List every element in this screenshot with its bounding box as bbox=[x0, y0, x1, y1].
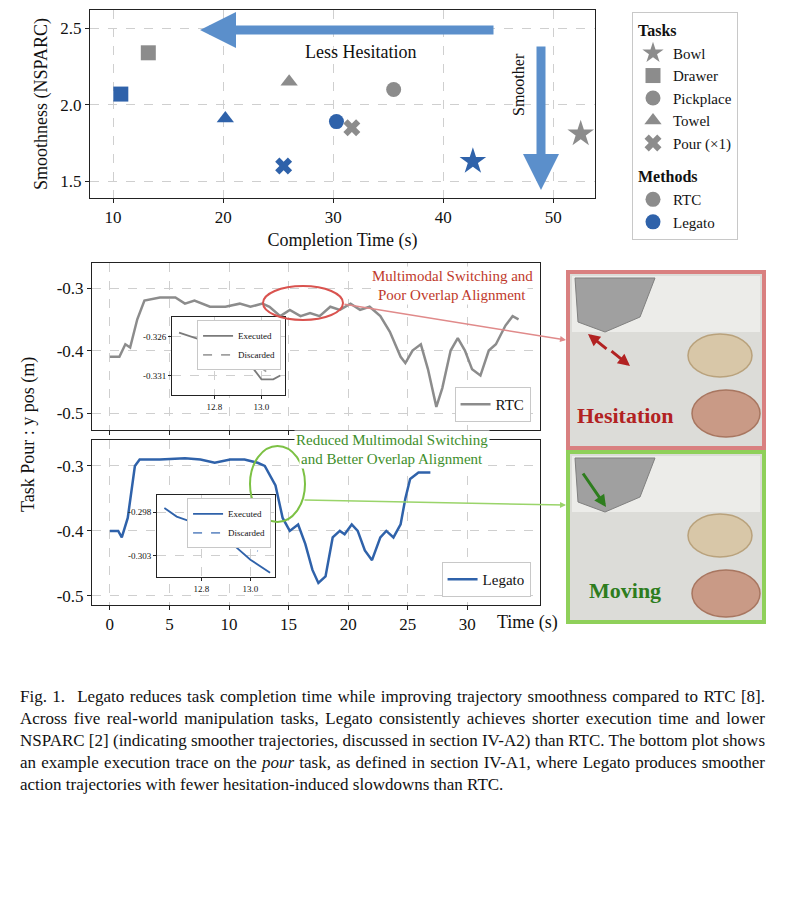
svg-text:Time (s): Time (s) bbox=[497, 612, 558, 633]
svg-text:20: 20 bbox=[340, 615, 357, 634]
svg-text:-0.3: -0.3 bbox=[57, 279, 84, 298]
svg-text:-0.298: -0.298 bbox=[128, 507, 152, 517]
svg-text:-0.3: -0.3 bbox=[57, 457, 84, 476]
svg-text:Smoothness (NSPARC): Smoothness (NSPARC) bbox=[31, 18, 52, 190]
svg-text:-0.5: -0.5 bbox=[57, 404, 84, 423]
svg-text:Task Pour : y pos (m): Task Pour : y pos (m) bbox=[18, 357, 39, 512]
html-text:Legato reduces task completion: Legato reduces task completion time whil… bbox=[20, 687, 765, 794]
svg-text:-0.326: -0.326 bbox=[143, 332, 167, 342]
svg-text:13.0: 13.0 bbox=[254, 402, 270, 412]
svg-text:Multimodal Switching and: Multimodal Switching and bbox=[372, 268, 533, 284]
svg-text:Methods: Methods bbox=[638, 168, 698, 185]
svg-text:RTC: RTC bbox=[496, 397, 524, 413]
svg-text:Poor Overlap Alignment: Poor Overlap Alignment bbox=[378, 287, 526, 303]
svg-text:30: 30 bbox=[459, 615, 476, 634]
svg-text:Pour (×1): Pour (×1) bbox=[673, 136, 731, 153]
svg-text:Less Hesitation: Less Hesitation bbox=[305, 42, 416, 62]
svg-text:RTC: RTC bbox=[673, 192, 701, 208]
svg-text:Executed: Executed bbox=[238, 331, 272, 341]
svg-text:-0.4: -0.4 bbox=[57, 342, 84, 361]
svg-text:1.5: 1.5 bbox=[60, 172, 81, 191]
svg-text:20: 20 bbox=[215, 208, 232, 227]
svg-text:-0.5: -0.5 bbox=[57, 587, 84, 606]
svg-text:Executed: Executed bbox=[228, 509, 262, 519]
svg-text:5: 5 bbox=[165, 615, 174, 634]
svg-text:Moving: Moving bbox=[589, 578, 661, 603]
svg-text:0: 0 bbox=[106, 615, 115, 634]
svg-text:Bowl: Bowl bbox=[673, 46, 706, 62]
svg-text:25: 25 bbox=[399, 615, 416, 634]
svg-text:Smoother: Smoother bbox=[510, 53, 527, 116]
svg-text:30: 30 bbox=[325, 208, 342, 227]
svg-text:Discarded: Discarded bbox=[238, 350, 275, 360]
svg-text:-0.4: -0.4 bbox=[57, 522, 84, 541]
svg-text:40: 40 bbox=[435, 208, 452, 227]
svg-text:Discarded: Discarded bbox=[228, 528, 265, 538]
svg-text:-0.303: -0.303 bbox=[128, 551, 152, 561]
svg-text:12.8: 12.8 bbox=[207, 402, 223, 412]
svg-text:10: 10 bbox=[221, 615, 238, 634]
svg-text:2.0: 2.0 bbox=[60, 96, 81, 115]
svg-text:50: 50 bbox=[545, 208, 562, 227]
svg-text:Pickplace: Pickplace bbox=[673, 91, 732, 107]
svg-text:Hesitation: Hesitation bbox=[577, 403, 674, 428]
svg-text:Tasks: Tasks bbox=[638, 22, 677, 39]
svg-text:10: 10 bbox=[105, 208, 122, 227]
svg-text:12.8: 12.8 bbox=[193, 584, 209, 594]
svg-text:15: 15 bbox=[280, 615, 297, 634]
svg-text:-0.331: -0.331 bbox=[143, 371, 166, 381]
svg-text:2.5: 2.5 bbox=[60, 19, 81, 38]
svg-text:Reduced Multimodal Switching: Reduced Multimodal Switching bbox=[296, 432, 488, 448]
svg-text:13.0: 13.0 bbox=[243, 584, 259, 594]
svg-text:Completion Time (s): Completion Time (s) bbox=[267, 230, 417, 251]
html-text:Fig. 1.: Fig. 1. bbox=[20, 687, 66, 706]
svg-text:Drawer: Drawer bbox=[673, 68, 718, 84]
svg-text:Towel: Towel bbox=[673, 113, 710, 129]
svg-text:and Better Overlap Alignment: and Better Overlap Alignment bbox=[301, 451, 483, 467]
svg-text:Legato: Legato bbox=[673, 215, 715, 231]
svg-text:Legato: Legato bbox=[483, 572, 525, 588]
